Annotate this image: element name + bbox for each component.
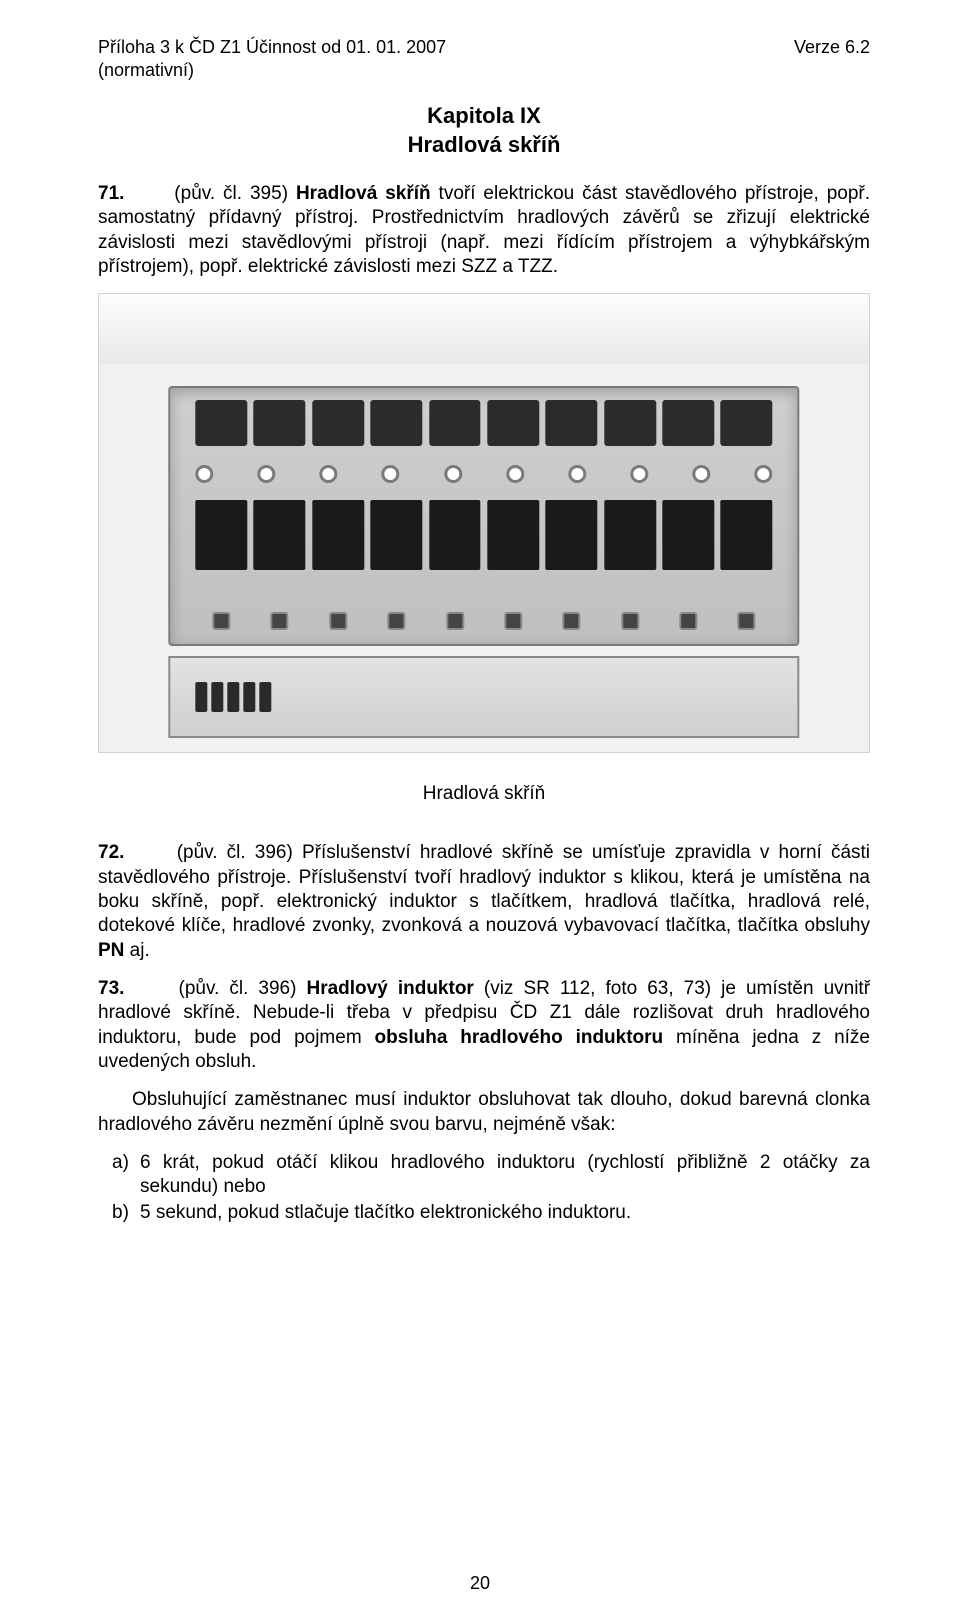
paragraph-73: 73. (pův. čl. 396) Hradlový induktor (vi… xyxy=(98,977,870,1074)
figure-coil xyxy=(487,400,539,446)
figure-lamp xyxy=(568,465,586,483)
para71-ref: (pův. čl. 395) xyxy=(174,183,296,204)
para73-bold2: obsluha hradlového induktoru xyxy=(375,1027,664,1048)
figure-plate xyxy=(662,500,714,570)
list-item-a: 6 krát, pokud otáčí klikou hradlového in… xyxy=(140,1151,870,1200)
list-item-b: 5 sekund, pokud stlačuje tlačítko elektr… xyxy=(140,1201,870,1225)
figure-button xyxy=(195,610,247,632)
figure-coil xyxy=(370,400,422,446)
ordered-list: 6 krát, pokud otáčí klikou hradlového in… xyxy=(98,1151,870,1226)
header-left: Příloha 3 k ČD Z1 Účinnost od 01. 01. 20… xyxy=(98,36,446,83)
para73-bold1: Hradlový induktor xyxy=(306,978,473,999)
figure-coil xyxy=(429,400,481,446)
figure-button xyxy=(254,610,306,632)
figure-button xyxy=(721,610,773,632)
para72-number: 72. xyxy=(98,842,124,863)
chapter-heading: Kapitola IX Hradlová skříň xyxy=(98,101,870,160)
figure-row-lamps xyxy=(195,462,772,486)
paragraph-73b: Obsluhující zaměstnanec musí induktor ob… xyxy=(98,1088,870,1137)
header-left-line1: Příloha 3 k ČD Z1 Účinnost od 01. 01. 20… xyxy=(98,36,446,59)
para72-rest: aj. xyxy=(124,940,149,961)
figure-coil xyxy=(312,400,364,446)
figure-toggle xyxy=(211,682,223,712)
figure-toggle xyxy=(195,682,207,712)
figure-lamp xyxy=(382,465,400,483)
paragraph-71: 71. (pův. čl. 395) Hradlová skříň tvoří … xyxy=(98,182,870,279)
figure-lamp xyxy=(755,465,773,483)
figure-plate xyxy=(254,500,306,570)
figure-button xyxy=(662,610,714,632)
figure-coil xyxy=(604,400,656,446)
figure-panel xyxy=(168,386,799,646)
figure-lower-box xyxy=(168,656,799,738)
figure-lamp xyxy=(258,465,276,483)
figure-caption: Hradlová skříň xyxy=(98,783,870,805)
paragraph-72: 72. (pův. čl. 396) Příslušenství hradlov… xyxy=(98,841,870,963)
figure-plate xyxy=(312,500,364,570)
para72-bold: PN xyxy=(98,940,124,961)
header-left-line2: (normativní) xyxy=(98,59,446,82)
para73b-text: Obsluhující zaměstnanec musí induktor ob… xyxy=(98,1089,870,1134)
figure-lamp xyxy=(320,465,338,483)
figure-ceiling xyxy=(99,294,869,364)
para72-ref: (pův. čl. 396) Příslušenství hradlové sk… xyxy=(98,842,870,936)
figure-toggles xyxy=(195,682,772,712)
figure-coil xyxy=(546,400,598,446)
figure-hradlova-skrin xyxy=(98,293,870,753)
figure-lamp xyxy=(692,465,710,483)
figure-button xyxy=(604,610,656,632)
figure-plate xyxy=(195,500,247,570)
figure-row-buttons xyxy=(195,610,772,632)
page-number: 20 xyxy=(0,1573,960,1594)
figure-button xyxy=(429,610,481,632)
figure-button xyxy=(487,610,539,632)
figure-plate xyxy=(604,500,656,570)
figure-plate xyxy=(487,500,539,570)
figure-lamp xyxy=(630,465,648,483)
para71-number: 71. xyxy=(98,183,124,204)
para73-ref: (pův. čl. 396) xyxy=(179,978,307,999)
figure-toggle xyxy=(259,682,271,712)
figure-button xyxy=(370,610,422,632)
figure-toggle xyxy=(227,682,239,712)
figure-wrapper xyxy=(98,293,870,753)
para73-number: 73. xyxy=(98,978,124,999)
figure-coil xyxy=(721,400,773,446)
figure-button xyxy=(312,610,364,632)
figure-coil xyxy=(662,400,714,446)
figure-plate xyxy=(721,500,773,570)
figure-lamp xyxy=(444,465,462,483)
figure-lamp xyxy=(506,465,524,483)
chapter-line2: Hradlová skříň xyxy=(98,130,870,160)
chapter-line1: Kapitola IX xyxy=(98,101,870,131)
figure-coil xyxy=(195,400,247,446)
figure-button xyxy=(546,610,598,632)
figure-coil xyxy=(254,400,306,446)
document-page: Příloha 3 k ČD Z1 Účinnost od 01. 01. 20… xyxy=(0,0,960,1616)
figure-lamp xyxy=(195,465,213,483)
figure-plate xyxy=(429,500,481,570)
header-right: Verze 6.2 xyxy=(794,36,870,83)
para71-term: Hradlová skříň xyxy=(296,183,431,204)
figure-plate xyxy=(546,500,598,570)
figure-toggle xyxy=(243,682,255,712)
figure-row-plates xyxy=(195,500,772,570)
page-header: Příloha 3 k ČD Z1 Účinnost od 01. 01. 20… xyxy=(98,36,870,83)
figure-plate xyxy=(370,500,422,570)
figure-row-coils xyxy=(195,400,772,446)
